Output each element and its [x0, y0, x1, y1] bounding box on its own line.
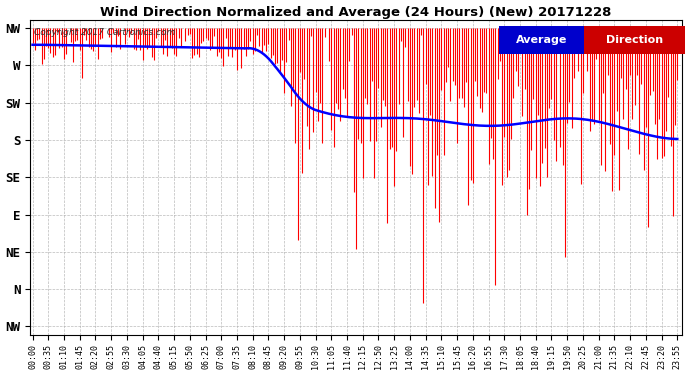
Text: Average: Average — [516, 35, 567, 45]
FancyBboxPatch shape — [500, 26, 584, 54]
Text: Direction: Direction — [606, 35, 663, 45]
FancyBboxPatch shape — [584, 26, 685, 54]
Title: Wind Direction Normalized and Average (24 Hours) (New) 20171228: Wind Direction Normalized and Average (2… — [100, 6, 612, 18]
Text: Copyright 2017 Cartronics.com: Copyright 2017 Cartronics.com — [34, 28, 175, 37]
